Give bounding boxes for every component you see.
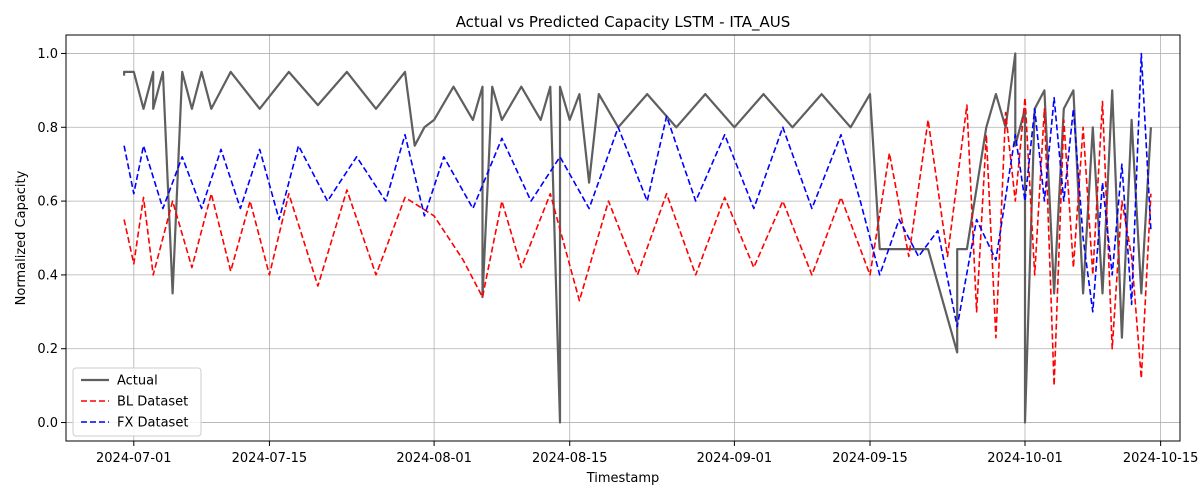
y-tick-label: 0.2 — [37, 342, 58, 357]
y-tick-label: 0.6 — [37, 195, 58, 210]
y-axis: 0.0 0.2 0.4 0.6 0.8 1.0 — [37, 47, 66, 431]
y-axis-title: Normalized Capacity — [14, 170, 29, 305]
x-tick-label: 2024-08-01 — [396, 451, 472, 466]
y-tick-label: 0.8 — [37, 121, 58, 136]
chart-title: Actual vs Predicted Capacity LSTM - ITA_… — [456, 13, 791, 32]
x-axis-title: Timestamp — [586, 471, 660, 486]
x-tick-label: 2024-10-15 — [1123, 451, 1199, 466]
y-tick-label: 0.4 — [37, 268, 58, 283]
legend-label: BL Dataset — [117, 395, 188, 410]
legend-label: Actual — [117, 374, 158, 389]
legend: Actual BL Dataset FX Dataset — [72, 367, 202, 437]
x-tick-label: 2024-07-01 — [96, 451, 172, 466]
x-axis: 2024-07-01 2024-07-15 2024-08-01 2024-08-15… — [96, 441, 1198, 466]
legend-label: FX Dataset — [117, 416, 188, 431]
y-tick-label: 0.0 — [37, 416, 58, 431]
x-tick-label: 2024-10-01 — [987, 451, 1063, 466]
series-line-bl-dataset — [123, 96, 1152, 387]
series-line-fx-dataset — [123, 52, 1152, 328]
x-tick-label: 2024-09-15 — [832, 451, 908, 466]
y-tick-label: 1.0 — [37, 47, 58, 62]
x-tick-label: 2024-09-01 — [697, 451, 773, 466]
x-tick-label: 2024-07-15 — [232, 451, 308, 466]
series-layer — [122, 52, 1152, 424]
plot-frame — [65, 34, 1181, 442]
legend-box — [72, 367, 202, 437]
x-tick-label: 2024-08-15 — [532, 451, 608, 466]
